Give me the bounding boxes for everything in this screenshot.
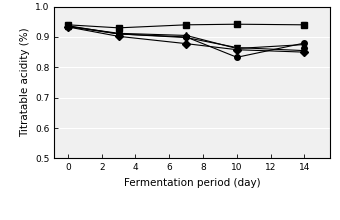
X-axis label: Fermentation period (day): Fermentation period (day): [124, 178, 260, 188]
Y-axis label: Titratable acidity (%): Titratable acidity (%): [20, 28, 30, 137]
